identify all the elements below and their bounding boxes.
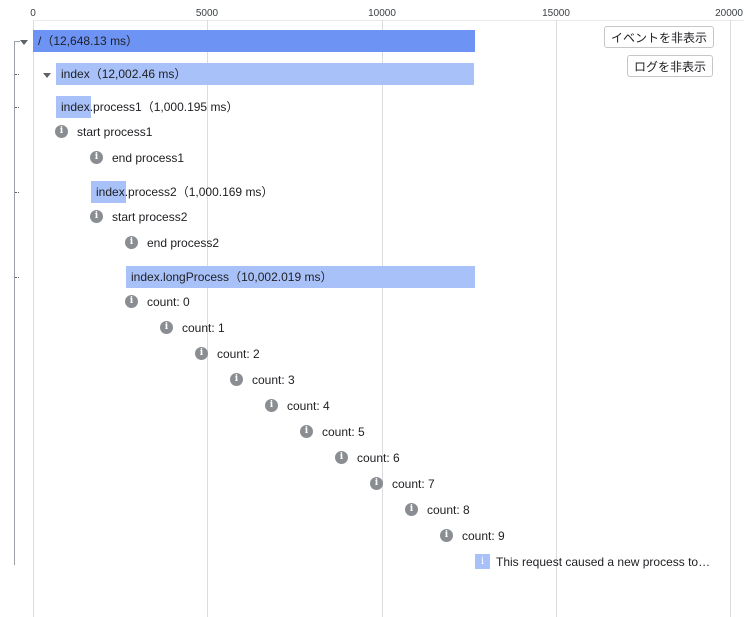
span-label-index: index（12,002.46 ms） — [61, 67, 187, 81]
caret-down-icon[interactable] — [43, 73, 51, 78]
gridline-0 — [33, 20, 34, 617]
log-entry: count: 4 — [287, 399, 330, 413]
info-icon: i — [125, 236, 138, 249]
info-icon: i — [230, 373, 243, 386]
tree-tick-process2 — [15, 192, 19, 193]
axis-tick-15000: 15000 — [542, 8, 570, 19]
info-icon: i — [195, 347, 208, 360]
span-bar-root[interactable] — [33, 30, 475, 52]
info-square-icon: i — [475, 554, 490, 569]
span-bar-index[interactable] — [56, 63, 474, 85]
info-icon: i — [90, 210, 103, 223]
span-label-root: /（12,648.13 ms） — [38, 34, 139, 48]
axis-tick-5000: 5000 — [195, 8, 219, 19]
hide-events-button[interactable]: イベントを非表示 — [604, 26, 715, 48]
gridline-15000 — [556, 20, 557, 617]
span-bar-process1[interactable] — [56, 96, 91, 118]
axis-tick-0: 0 — [30, 8, 36, 19]
request-note[interactable]: This request caused a new process to… — [496, 555, 711, 569]
info-icon: i — [265, 399, 278, 412]
tree-line-top — [14, 41, 20, 42]
log-entry: end process1 — [112, 151, 185, 165]
info-icon: i — [335, 451, 348, 464]
gridline-5000 — [207, 20, 208, 617]
log-entry: count: 2 — [217, 347, 260, 361]
log-entry: start process1 — [77, 125, 153, 139]
span-label-process1: index.process1（1,000.195 ms） — [61, 100, 239, 114]
log-entry: count: 8 — [427, 503, 470, 517]
info-icon: i — [90, 151, 103, 164]
tree-tick-index — [15, 74, 19, 75]
tree-tick-process1 — [15, 107, 19, 108]
hide-logs-button[interactable]: ログを非表示 — [627, 55, 714, 77]
axis-tick-10000: 10000 — [368, 8, 396, 19]
log-entry: count: 6 — [357, 451, 400, 465]
info-icon: i — [125, 295, 138, 308]
span-label-longprocess: index.longProcess（10,002.019 ms） — [131, 270, 333, 284]
log-entry: count: 9 — [462, 529, 505, 543]
log-entry: count: 7 — [392, 477, 435, 491]
log-entry: count: 1 — [182, 321, 225, 335]
span-label-process2: index.process2（1,000.169 ms） — [96, 185, 274, 199]
info-icon: i — [370, 477, 383, 490]
log-entry: count: 3 — [252, 373, 295, 387]
info-icon: i — [405, 503, 418, 516]
caret-down-icon[interactable] — [20, 40, 28, 45]
gridline-20000 — [730, 20, 731, 617]
info-icon: i — [160, 321, 173, 334]
log-entry: count: 0 — [147, 295, 190, 309]
span-bar-process2[interactable] — [91, 181, 126, 203]
axis-line — [33, 20, 744, 21]
log-entry: start process2 — [112, 210, 188, 224]
gridline-10000 — [382, 20, 383, 617]
tree-line — [14, 41, 15, 565]
log-entry: end process2 — [147, 236, 220, 250]
axis-tick-20000: 20000 — [715, 8, 743, 19]
info-icon: i — [300, 425, 313, 438]
tree-tick-longprocess — [15, 277, 19, 278]
span-bar-longprocess[interactable] — [126, 266, 475, 288]
info-icon: i — [440, 529, 453, 542]
log-entry: count: 5 — [322, 425, 365, 439]
info-icon: i — [55, 125, 68, 138]
